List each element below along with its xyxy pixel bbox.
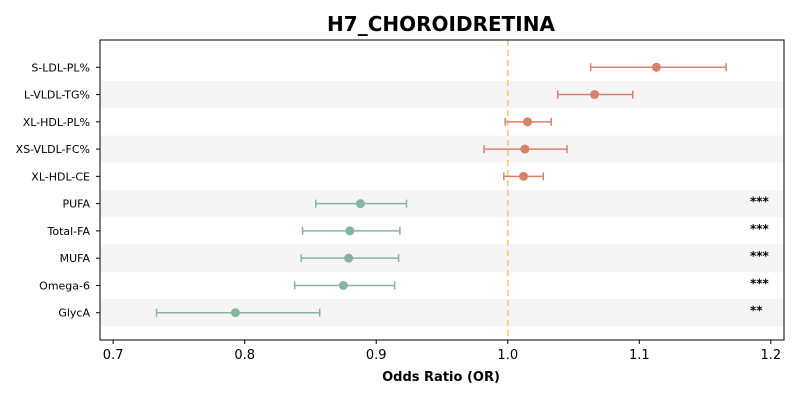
or-point [344,253,354,263]
y-tick-label: S-LDL-PL% [31,61,90,74]
x-tick-label: 1.2 [761,348,782,363]
y-tick-label: XL-HDL-PL% [23,116,90,129]
row-band [100,135,784,163]
x-axis-label: Odds Ratio (OR) [382,370,500,385]
y-tick-label: XL-HDL-CE [31,170,90,183]
y-tick-label: PUFA [62,198,90,211]
or-point [519,171,529,181]
or-point [523,117,532,127]
x-axis: 0.7 0.8 0.9 1.0 1.1 1.2 [103,340,781,363]
y-tick-label: Omega-6 [39,279,90,292]
significance-label: *** [750,195,770,209]
or-point [651,62,661,72]
y-tick-label: Total-FA [46,225,90,238]
chart-title: H7_CHOROIDRETINA [327,12,555,36]
y-axis: S-LDL-PL% L-VLDL-TG% XL-HDL-PL% XS-VLDL-FC%… [16,61,100,320]
y-tick-label: XS-VLDL-FC% [16,143,90,156]
y-tick-label: MUFA [60,252,91,265]
x-tick-label: 1.0 [497,348,518,363]
or-point [520,144,530,154]
significance-label: *** [750,249,770,263]
y-tick-label: L-VLDL-TG% [24,89,90,102]
x-tick-label: 1.1 [629,348,650,363]
y-tick-label: GlycA [58,307,90,320]
x-tick-label: 0.9 [366,348,387,363]
significance-label: *** [750,222,770,236]
x-tick-label: 0.8 [234,348,255,363]
row-band [100,80,784,109]
significance-label: *** [750,276,770,290]
or-point [355,199,365,209]
or-point [345,226,355,236]
plot-frame [99,39,785,341]
data-marks: ************** [155,62,770,318]
significance-label: ** [750,304,763,318]
row-band [100,190,784,218]
or-point [338,280,348,290]
row-band [100,244,784,272]
row-bands [100,80,784,327]
or-point [590,90,600,100]
x-tick-label: 0.7 [103,348,124,363]
or-point [230,308,240,318]
